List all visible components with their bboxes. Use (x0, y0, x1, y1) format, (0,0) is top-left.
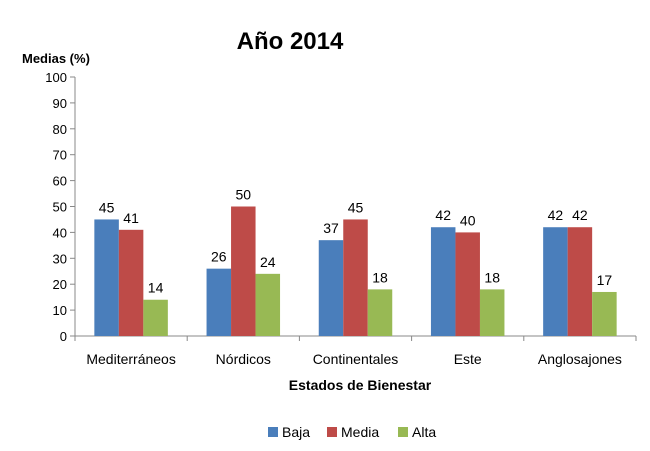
y-axis-label: Medias (%) (22, 51, 90, 66)
data-label: 41 (123, 210, 139, 226)
bar-media-0 (118, 229, 144, 336)
data-label: 18 (484, 269, 500, 285)
axes: 0 10 20 30 40 50 60 70 80 90 100 Mediterráneos Nórdi… (45, 70, 637, 367)
data-label: 50 (236, 187, 252, 203)
bar-alta-3 (479, 289, 505, 336)
data-label: 42 (548, 207, 564, 223)
bar-alta-1 (255, 273, 281, 336)
legend-swatch-alta (398, 427, 408, 437)
y-tick-label: 0 (60, 329, 67, 344)
x-tick-label: Anglosajones (538, 351, 622, 367)
legend-label: Media (341, 424, 379, 440)
x-tick-label: Nórdicos (216, 351, 271, 367)
y-tick-label: 50 (53, 200, 67, 215)
chart-title: Año 2014 (237, 28, 344, 55)
y-tick-label: 90 (53, 96, 67, 111)
bar-media-3 (455, 232, 480, 336)
bar-alta-0 (143, 299, 168, 336)
x-tick-label: Continentales (313, 351, 399, 367)
legend: Baja Media Alta (268, 424, 436, 440)
y-tick-label: 20 (53, 277, 67, 292)
y-tick-label: 80 (53, 122, 67, 137)
bar-media-1 (231, 206, 256, 336)
legend-swatch-baja (268, 427, 278, 437)
data-label: 42 (435, 207, 451, 223)
legend-swatch-media (327, 427, 337, 437)
data-label: 37 (323, 220, 339, 236)
data-label: 18 (372, 269, 388, 285)
bar-alta-2 (367, 289, 393, 336)
x-tick-label: Mediterráneos (86, 351, 176, 367)
data-label: 45 (348, 199, 364, 215)
bar-alta-4 (592, 291, 617, 336)
y-tick-label: 100 (45, 70, 67, 85)
bar-media-2 (343, 219, 368, 336)
x-axis-label: Estados de Bienestar (289, 377, 432, 393)
y-tick-label: 40 (53, 225, 67, 240)
y-tick-label: 10 (53, 303, 67, 318)
bar-baja-1 (206, 268, 232, 336)
data-label: 40 (460, 212, 476, 228)
data-label: 45 (99, 199, 115, 215)
bar-baja-2 (318, 240, 344, 336)
bar-baja-0 (94, 219, 119, 336)
data-label: 26 (211, 249, 227, 265)
data-label: 17 (597, 272, 613, 288)
data-label: 24 (260, 254, 276, 270)
y-tick-label: 70 (53, 148, 67, 163)
data-label: 14 (148, 280, 164, 296)
x-tick-label: Este (454, 351, 482, 367)
bar-baja-4 (543, 227, 568, 336)
bar-media-4 (567, 227, 593, 336)
legend-label: Baja (282, 424, 310, 440)
bar-baja-3 (430, 227, 456, 336)
y-tick-label: 60 (53, 174, 67, 189)
data-label: 42 (572, 207, 588, 223)
legend-label: Alta (412, 424, 436, 440)
y-tick-label: 30 (53, 251, 67, 266)
bars: 45 26 37 42 42 41 50 45 40 42 14 24 18 18 17 (94, 187, 617, 336)
